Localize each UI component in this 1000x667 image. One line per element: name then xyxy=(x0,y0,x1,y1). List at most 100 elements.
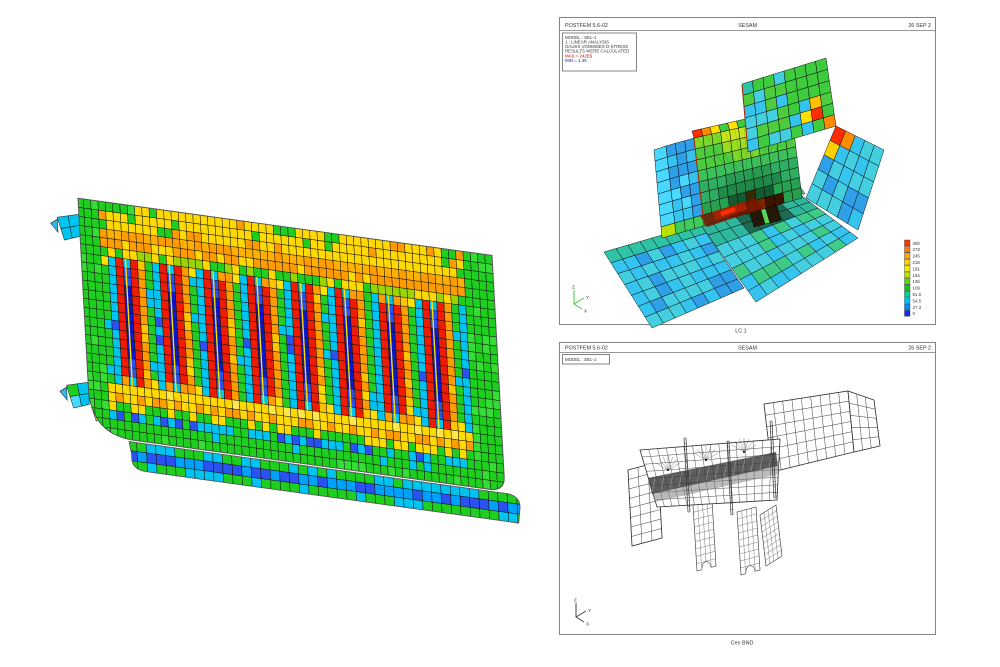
mesh-cell xyxy=(131,295,141,307)
mesh-cell xyxy=(301,345,310,357)
mesh-cell xyxy=(489,471,498,482)
mesh-cell xyxy=(417,343,426,355)
mesh-cell xyxy=(130,268,139,280)
mesh-cell xyxy=(467,477,477,488)
mesh-cell xyxy=(123,411,133,423)
mesh-cell xyxy=(742,530,749,539)
mesh-cell xyxy=(193,232,202,243)
mesh-cell xyxy=(266,233,275,244)
mesh-cell xyxy=(412,262,421,273)
mesh-cell xyxy=(158,245,167,256)
mesh-cell xyxy=(302,228,311,240)
mesh-cell xyxy=(176,319,185,331)
mesh-cell xyxy=(286,334,295,346)
mesh-cell xyxy=(283,424,293,436)
mesh-cell xyxy=(290,416,299,428)
info-result-type: GAUSS VONMISES D-STRESS xyxy=(565,44,628,49)
mesh-cell xyxy=(284,298,293,310)
fan-mesh-line xyxy=(667,459,678,471)
info-min-value: MIN = 1.39 xyxy=(565,58,587,63)
mesh-cell xyxy=(88,289,97,301)
mesh-cell xyxy=(304,274,313,286)
mesh-cell xyxy=(124,285,133,297)
mesh-cell xyxy=(353,380,363,391)
mesh-cell xyxy=(406,423,416,435)
mesh-cell xyxy=(868,427,880,439)
mesh-cell xyxy=(316,230,325,242)
mesh-cell xyxy=(94,281,104,293)
mesh-cell xyxy=(358,326,367,338)
mesh-cell xyxy=(117,293,126,305)
legend-value: 300 xyxy=(913,241,921,246)
mesh-cell xyxy=(237,238,246,249)
mesh-cell xyxy=(204,422,213,434)
mesh-cell xyxy=(147,315,156,327)
mesh-cell xyxy=(93,380,102,391)
mesh-cell xyxy=(208,369,217,380)
mesh-cell xyxy=(386,312,395,324)
mesh-cell xyxy=(313,437,322,449)
mesh-cell xyxy=(325,259,334,270)
mesh-cell xyxy=(396,368,405,379)
mesh-cell xyxy=(284,307,293,319)
mesh-cell xyxy=(83,198,92,210)
mesh-cell xyxy=(122,258,131,269)
mesh-cell xyxy=(314,320,323,332)
mesh-cell xyxy=(185,221,195,233)
mesh-cell xyxy=(487,299,496,311)
mesh-cell xyxy=(320,438,330,450)
mesh-cell xyxy=(325,268,335,279)
mesh-cell xyxy=(403,369,413,380)
mesh-cell xyxy=(321,447,330,459)
header-program: SESAM xyxy=(738,346,757,352)
mesh-cell xyxy=(698,524,705,534)
legend-swatch xyxy=(904,271,911,279)
mesh-cell xyxy=(677,460,689,470)
mesh-cell xyxy=(138,422,148,434)
legend-swatch xyxy=(904,239,911,247)
axis-z-label: Z xyxy=(574,598,577,603)
mesh-cell xyxy=(309,229,318,241)
mesh-cell xyxy=(739,552,746,562)
mesh-cell xyxy=(692,496,703,506)
mesh-cell xyxy=(289,398,298,410)
mesh-cell xyxy=(466,449,475,461)
mesh-cell xyxy=(249,320,258,332)
mesh-cell xyxy=(318,393,327,405)
mesh-cell xyxy=(222,463,233,475)
mesh-cell xyxy=(426,246,435,257)
mesh-cell xyxy=(143,252,153,263)
mesh-cell xyxy=(299,453,309,465)
mesh-cell xyxy=(305,418,314,430)
mesh-cell xyxy=(319,276,328,288)
mesh-cell xyxy=(285,325,294,337)
mesh-cell xyxy=(421,299,431,311)
mesh-cell xyxy=(406,279,415,291)
mesh-cell xyxy=(258,222,267,234)
mesh-cell xyxy=(268,413,278,425)
mesh-cell xyxy=(472,423,481,435)
mesh-cell xyxy=(446,357,456,368)
mesh-cell xyxy=(333,278,343,290)
mesh-cell xyxy=(477,388,486,399)
mesh-cell xyxy=(180,392,189,404)
mesh-cell xyxy=(496,472,505,483)
mesh-cell xyxy=(146,306,156,318)
mesh-cell xyxy=(255,429,264,441)
mesh-cell xyxy=(286,343,295,355)
mesh-cell xyxy=(324,367,333,378)
mesh-cell xyxy=(114,383,124,395)
mesh-cell xyxy=(683,217,695,232)
mesh-cell xyxy=(372,319,381,331)
mesh-cell xyxy=(211,288,220,300)
mesh-cell xyxy=(99,227,108,239)
mesh-cell xyxy=(516,503,521,516)
mesh-cell xyxy=(239,274,248,286)
mesh-cell xyxy=(353,245,362,256)
mesh-cell xyxy=(667,454,679,463)
mesh-cell xyxy=(379,446,388,458)
mesh-cell xyxy=(378,428,387,440)
mesh-cell xyxy=(457,295,467,307)
mesh-cell xyxy=(166,390,175,402)
mesh-cell xyxy=(117,302,127,314)
